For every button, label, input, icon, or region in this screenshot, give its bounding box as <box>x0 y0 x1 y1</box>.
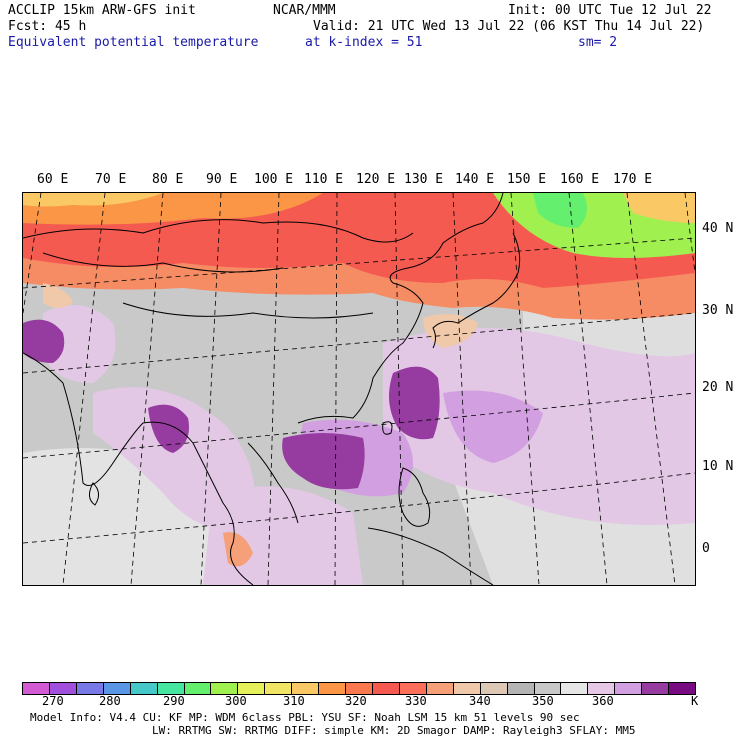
model-title: ACCLIP 15km ARW-GFS init <box>8 3 196 18</box>
colorbar-tick-label: 340 <box>469 694 491 708</box>
colorbar-swatch <box>533 683 561 694</box>
colorbar-swatch <box>237 683 265 694</box>
dark-purple-core <box>282 433 365 490</box>
model-info-line1: Model Info: V4.4 CU: KF MP: WDM 6class P… <box>30 711 580 724</box>
longitude-label: 70 E <box>95 172 127 187</box>
latitude-label: 20 N <box>702 380 734 395</box>
dark-purple-core <box>23 319 65 363</box>
colorbar-swatch <box>183 683 211 694</box>
colorbar-swatch <box>156 683 184 694</box>
longitude-label: 140 E <box>455 172 495 187</box>
level-label: at k-index = 51 <box>305 35 423 50</box>
longitude-label: 130 E <box>404 172 444 187</box>
tan-patch <box>423 314 478 348</box>
colorbar-swatch <box>560 683 588 694</box>
longitude-label: 90 E <box>206 172 238 187</box>
forecast-hour: Fcst: 45 h <box>8 19 87 34</box>
colorbar-swatch <box>587 683 615 694</box>
colorbar-swatch <box>345 683 372 694</box>
valid-time: Valid: 21 UTC Wed 13 Jul 22 (06 KST Thu … <box>313 19 705 34</box>
light-purple-region <box>43 305 116 383</box>
colorbar-swatch <box>75 683 103 694</box>
light-purple-region <box>383 328 695 525</box>
longitude-label: 160 E <box>560 172 600 187</box>
colorbar-swatch <box>668 683 696 694</box>
colorbar-tick-label: 300 <box>225 694 247 708</box>
colorbar-tick-label: 270 <box>42 694 64 708</box>
latitude-label: 10 N <box>702 459 734 474</box>
yellow-zone <box>623 193 695 223</box>
latitude-label: 40 N <box>702 221 734 236</box>
colorbar-swatch <box>23 683 49 694</box>
colorbar-swatch <box>641 683 669 694</box>
colorbar-swatch <box>479 683 507 694</box>
latitude-gridlines <box>23 237 695 544</box>
colorbar-swatch <box>291 683 319 694</box>
organization-label: NCAR/MMM <box>273 3 336 18</box>
yellow-zone <box>23 193 163 207</box>
latitude-label: 0 <box>702 541 710 556</box>
longitude-label: 120 E <box>356 172 396 187</box>
colorbar-swatch <box>129 683 157 694</box>
latitude-label: 30 N <box>702 303 734 318</box>
colorbar-swatch <box>48 683 76 694</box>
colorbar-swatch <box>452 683 480 694</box>
coastlines <box>23 193 521 585</box>
colorbar-swatch <box>506 683 534 694</box>
dark-purple-core <box>148 404 189 453</box>
colorbar-swatch <box>425 683 453 694</box>
colorbar-unit: K <box>691 694 699 708</box>
colorbar-tick-label: 360 <box>592 694 614 708</box>
colorbar-swatch <box>614 683 642 694</box>
dark-purple-core <box>389 366 440 440</box>
longitude-label: 60 E <box>37 172 69 187</box>
colorbar-tick-label: 350 <box>532 694 554 708</box>
smoothing-label: sm= 2 <box>578 35 618 50</box>
bright-green-zone <box>533 193 587 228</box>
colorbar-swatch <box>371 683 399 694</box>
tan-patch <box>43 283 73 308</box>
medium-purple-region <box>443 390 543 463</box>
longitude-label: 170 E <box>613 172 653 187</box>
model-info-line2: LW: RRTMG SW: RRTMG DIFF: simple KM: 2D … <box>152 724 636 737</box>
colorbar-swatch <box>318 683 346 694</box>
init-time: Init: 00 UTC Tue 12 Jul 22 <box>508 3 712 18</box>
colorbar-tick-label: 320 <box>345 694 367 708</box>
map-panel <box>22 192 696 586</box>
colorbar-tick-label: 280 <box>99 694 121 708</box>
colorbar-tick-label: 290 <box>163 694 185 708</box>
longitude-gridlines <box>23 193 695 585</box>
longitude-label: 80 E <box>152 172 184 187</box>
colorbar <box>22 682 696 695</box>
colorbar-tick-label: 330 <box>405 694 427 708</box>
colorbar-swatch <box>398 683 426 694</box>
colorbar-swatch <box>210 683 238 694</box>
longitude-label: 150 E <box>507 172 547 187</box>
longitude-label: 100 E <box>254 172 294 187</box>
longitude-label: 110 E <box>304 172 344 187</box>
colorbar-swatch <box>102 683 130 694</box>
colorbar-swatch <box>264 683 292 694</box>
colorbar-tick-label: 310 <box>283 694 305 708</box>
field-name: Equivalent potential temperature <box>8 35 259 50</box>
